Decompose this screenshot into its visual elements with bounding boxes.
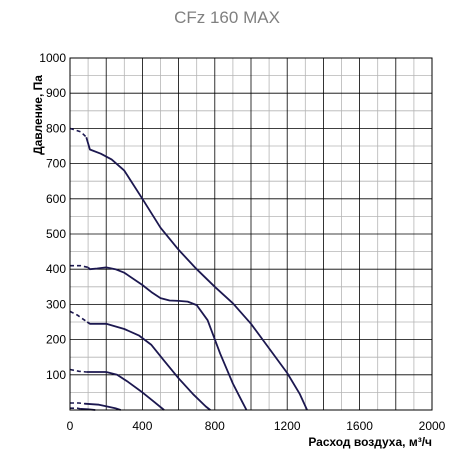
x-tick-label: 400 [132, 419, 152, 433]
y-tick-label: 700 [46, 157, 66, 171]
curve-1 [85, 136, 308, 411]
major-gridlines [70, 58, 432, 410]
x-tick-label: 0 [67, 419, 74, 433]
y-tick-label: 400 [46, 262, 66, 276]
y-tick-label: 500 [46, 227, 66, 241]
y-tick-label: 900 [46, 86, 66, 100]
curve-dashed-1 [69, 127, 87, 138]
tick-labels: 0 400 800 1200 1600 2000 100 200 300 400 500 600 700… [39, 51, 445, 433]
axes [69, 57, 433, 411]
plot-frame [69, 57, 433, 411]
y-tick-label: 100 [46, 368, 66, 382]
curve-dashed-2 [70, 264, 89, 269]
curve-3 [86, 321, 211, 411]
y-tick-label: 300 [46, 297, 66, 311]
curve-5 [84, 402, 121, 411]
chart-title: CFz 160 MAX [174, 8, 280, 27]
curve-dashed-3 [69, 310, 88, 323]
y-axis-label: Давление, Па [31, 75, 45, 155]
y-tick-label: 1000 [39, 51, 66, 65]
x-axis-label: Расход воздуха, м³/ч [308, 435, 432, 449]
fan-curves [69, 127, 308, 411]
y-tick-label: 200 [46, 333, 66, 347]
curve-dashed-4 [69, 368, 87, 373]
curve-2 [87, 266, 248, 411]
y-tick-label: 800 [46, 121, 66, 135]
x-tick-label: 2000 [419, 419, 446, 433]
x-tick-label: 800 [205, 419, 225, 433]
curve-dashed-5 [70, 402, 85, 405]
curve-dashed-6 [70, 407, 82, 410]
y-tick-label: 600 [46, 192, 66, 206]
x-tick-label: 1600 [346, 419, 373, 433]
curve-4 [86, 371, 165, 411]
x-tick-label: 1200 [274, 419, 301, 433]
